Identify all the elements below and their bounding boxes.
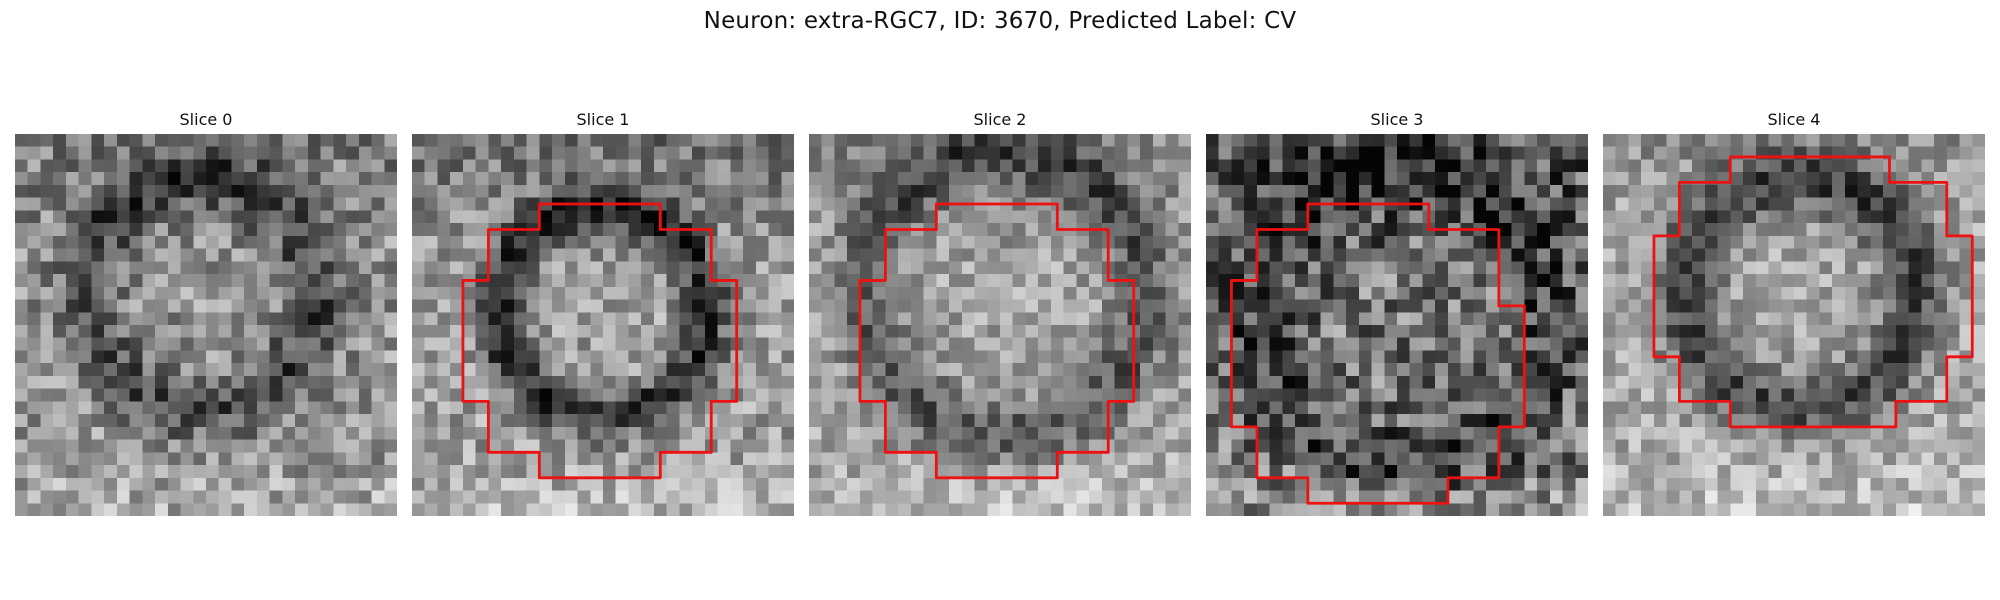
slice-image (809, 134, 1191, 516)
panel-title: Slice 4 (1767, 110, 1821, 129)
roi-contour (858, 202, 1136, 480)
slice-image (412, 134, 794, 516)
grayscale-slice (809, 134, 1191, 516)
roi-contour (1652, 155, 1974, 429)
slice-image (1206, 134, 1588, 516)
grayscale-slice (1603, 134, 1985, 516)
grayscale-slice (412, 134, 794, 516)
contour-overlay (858, 202, 1136, 480)
roi-contour (461, 202, 739, 480)
panel-title: Slice 2 (973, 110, 1027, 129)
roi-contour (1230, 202, 1526, 505)
slice-image (1603, 134, 1985, 516)
panel-title: Slice 0 (179, 110, 233, 129)
slice-image (15, 134, 397, 516)
contour-overlay (1230, 202, 1526, 505)
contour-overlay (461, 202, 739, 480)
contour-overlay (15, 134, 397, 516)
figure-title: Neuron: extra-RGC7, ID: 3670, Predicted … (703, 8, 1297, 34)
grayscale-slice (15, 134, 397, 516)
contour-overlay (1652, 155, 1974, 429)
panel-title: Slice 1 (576, 110, 630, 129)
panel-title: Slice 3 (1370, 110, 1424, 129)
